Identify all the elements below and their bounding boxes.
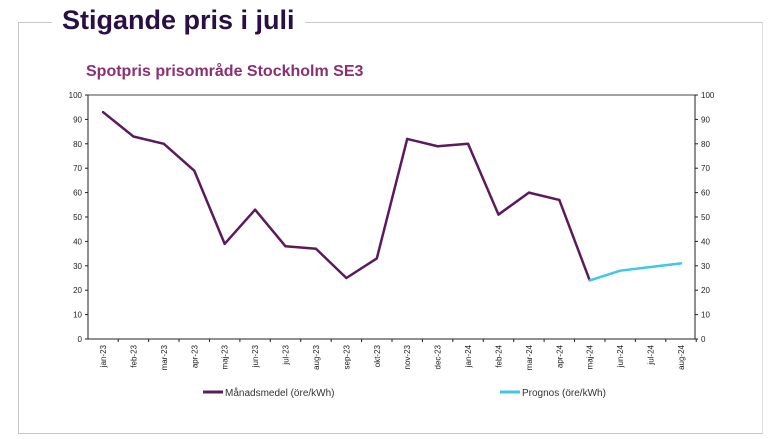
x-tick-label: mar-23 — [160, 344, 169, 370]
data-point — [223, 242, 226, 246]
data-point — [284, 245, 287, 248]
y-tick-label-right: 80 — [701, 140, 710, 149]
data-point — [132, 135, 135, 138]
chart-title: Spotpris prisområde Stockholm SE3 — [86, 63, 364, 80]
y-tick-label: 0 — [78, 335, 83, 344]
y-tick-label: 10 — [73, 311, 82, 320]
data-point — [375, 257, 378, 260]
x-tick-label: jun-23 — [251, 344, 260, 368]
x-tick-label: okt-23 — [373, 344, 382, 367]
x-tick-label: aug-23 — [312, 344, 321, 369]
y-tick-label-right: 0 — [701, 335, 706, 344]
legend-label: Månadsmedel (öre/kWh) — [225, 387, 334, 399]
data-point — [406, 137, 409, 141]
data-point — [345, 276, 348, 280]
x-tick-label: sep-23 — [342, 344, 351, 369]
data-point — [193, 169, 196, 172]
data-point — [314, 247, 318, 250]
y-tick-label: 30 — [73, 262, 82, 271]
data-point — [618, 269, 622, 272]
data-point — [588, 279, 591, 282]
y-tick-label: 50 — [73, 213, 82, 222]
x-tick-label: apr-23 — [190, 344, 199, 368]
x-tick-label: jul-23 — [282, 344, 291, 365]
data-point — [497, 213, 500, 216]
y-tick-label: 90 — [73, 115, 82, 124]
data-point — [558, 198, 561, 202]
series-line-0 — [102, 111, 591, 281]
x-tick-label: apr-24 — [555, 344, 564, 368]
x-tick-label: jan-23 — [99, 344, 108, 368]
y-tick-label-right: 60 — [701, 189, 710, 198]
data-point — [436, 145, 439, 148]
y-tick-label-right: 100 — [701, 91, 715, 100]
y-tick-label-right: 90 — [701, 115, 710, 124]
y-tick-label-right: 40 — [701, 237, 710, 246]
y-tick-label-right: 50 — [701, 213, 710, 222]
x-tick-label: maj-23 — [221, 344, 230, 369]
chart-frame — [18, 22, 763, 434]
data-point — [101, 110, 105, 114]
x-tick-label: jun-24 — [616, 344, 625, 368]
data-point — [162, 142, 166, 145]
y-tick-label: 80 — [73, 140, 82, 149]
x-tick-label: maj-24 — [586, 344, 595, 369]
x-tick-label: nov-23 — [403, 344, 412, 369]
y-tick-label: 40 — [73, 237, 82, 246]
y-tick-label: 70 — [73, 164, 82, 173]
legend-label: Prognos (öre/kWh) — [522, 388, 606, 399]
y-tick-label-right: 70 — [701, 164, 710, 173]
x-tick-label: dec-23 — [434, 344, 443, 369]
x-tick-label: mar-24 — [525, 344, 534, 370]
x-tick-label: jan-24 — [464, 344, 473, 368]
data-point — [466, 142, 470, 145]
data-point — [649, 265, 652, 269]
series-line-1 — [589, 262, 682, 282]
y-tick-label: 100 — [69, 91, 83, 100]
x-tick-label: jul-24 — [647, 344, 656, 365]
x-tick-label: feb-23 — [129, 344, 138, 367]
y-tick-label-right: 10 — [701, 311, 710, 320]
data-point — [253, 208, 257, 211]
data-point — [527, 191, 531, 194]
data-point — [679, 262, 683, 265]
page-title: Stigande pris i juli — [52, 5, 305, 36]
x-tick-label: aug-24 — [677, 344, 686, 369]
x-tick-label: feb-24 — [494, 344, 503, 367]
y-tick-label: 60 — [73, 189, 82, 198]
y-tick-label: 20 — [73, 286, 82, 295]
y-tick-label-right: 30 — [701, 262, 710, 271]
y-tick-label-right: 20 — [701, 286, 710, 295]
